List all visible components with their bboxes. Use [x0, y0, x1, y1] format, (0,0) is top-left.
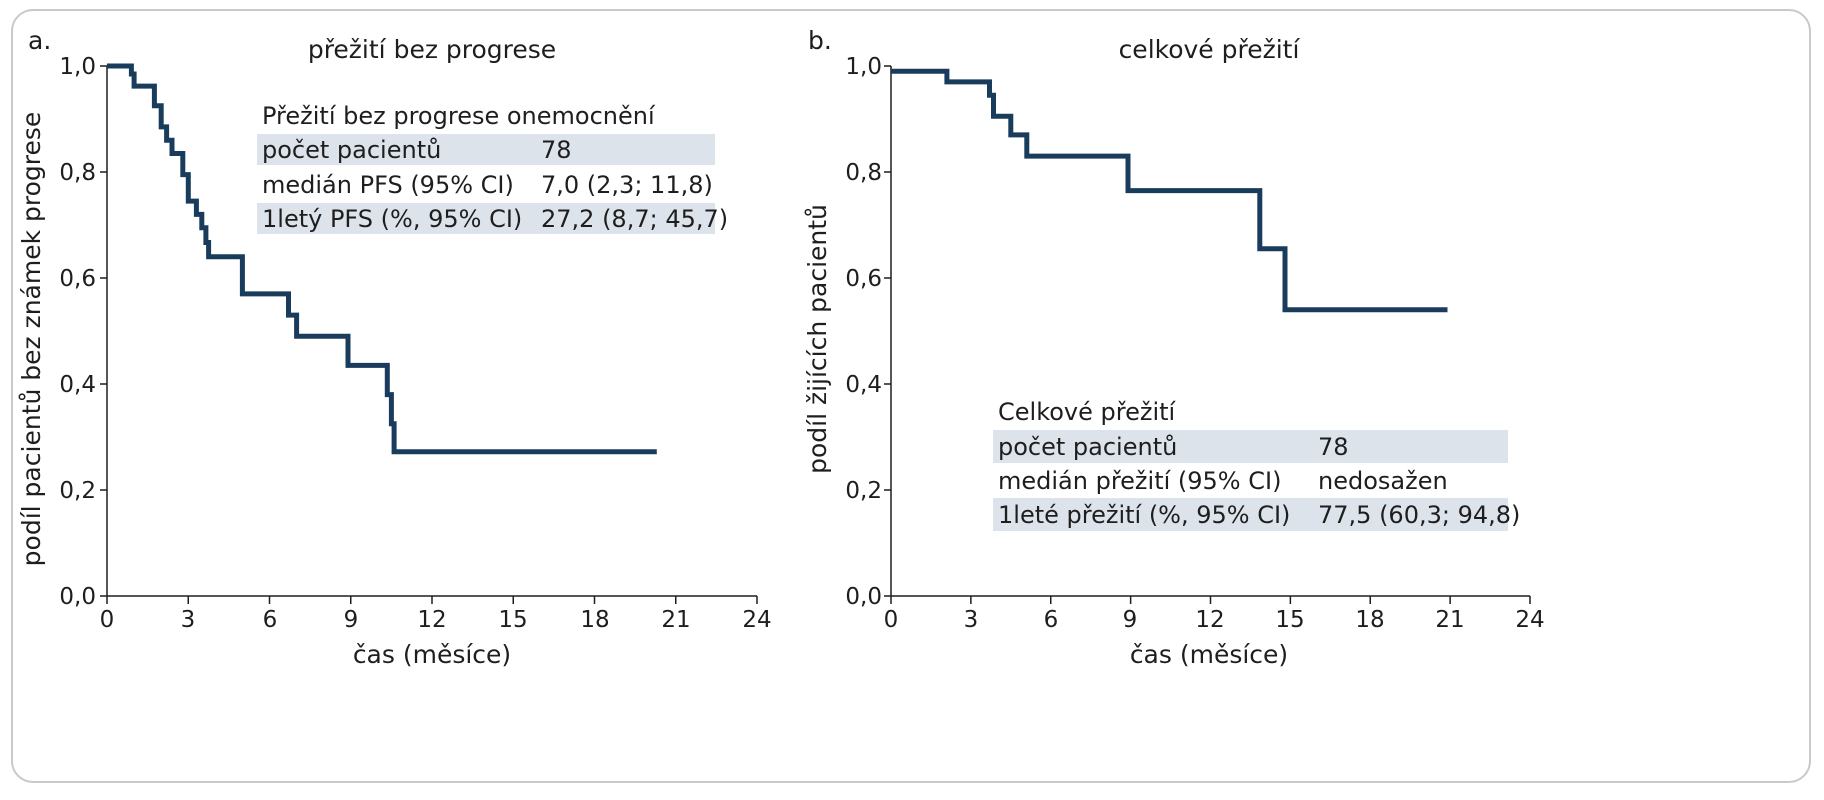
table-row-value: 27,2 (8,7; 45,7)	[541, 205, 728, 233]
y-tick-label: 1,0	[59, 54, 96, 80]
y-tick-label: 0,4	[845, 372, 882, 398]
table-row-label: 1leté přežití (%, 95% CI)	[998, 501, 1290, 529]
x-tick-label: 12	[417, 607, 446, 633]
table-header: Přežití bez progrese onemocnění	[262, 102, 656, 130]
table-row-shade	[993, 430, 1508, 463]
table-row-value: 7,0 (2,3; 11,8)	[541, 171, 713, 199]
x-tick-labels: 0 3 6 9 12 15 18 21 24	[100, 607, 772, 633]
y-tick-label: 1,0	[845, 54, 882, 80]
table-row-label: počet pacientů	[998, 433, 1177, 461]
table-row-value: nedosažen	[1318, 467, 1448, 495]
x-tick-label: 6	[1044, 607, 1059, 633]
x-tick-label: 9	[1123, 607, 1138, 633]
x-tick-labels: 0 3 6 9 12 15 18 21 24	[884, 607, 1545, 633]
y-tick-label: 0,2	[845, 478, 882, 504]
table-row-label: medián přežití (95% CI)	[998, 467, 1281, 495]
x-tick-label: 0	[100, 607, 115, 633]
y-tick-labels: 0,0 0,2 0,4 0,6 0,8 1,0	[845, 54, 882, 610]
table-row-label: medián PFS (95% CI)	[262, 171, 514, 199]
tick-group	[884, 65, 1531, 604]
panel-a: a. přežití bez progrese podíl pacientů b…	[17, 26, 772, 669]
chart-title: přežití bez progrese	[308, 35, 556, 64]
survival-curve-pfs	[107, 63, 657, 455]
y-tick-label: 0,6	[59, 266, 96, 292]
y-tick-labels: 0,0 0,2 0,4 0,6 0,8 1,0	[59, 54, 96, 610]
table-header: Celkové přežití	[998, 398, 1177, 426]
table-row-label: počet pacientů	[262, 136, 441, 164]
table-row-shade	[993, 498, 1508, 531]
x-tick-label: 3	[181, 607, 196, 633]
chart-title: celkové přežití	[1119, 35, 1301, 64]
y-tick-label: 0,0	[59, 584, 96, 610]
x-tick-label: 3	[964, 607, 979, 633]
table-row-label: 1letý PFS (%, 95% CI)	[262, 205, 522, 233]
table-row-shade	[257, 203, 715, 234]
x-tick-label: 15	[1275, 607, 1304, 633]
panel-label: a.	[28, 26, 51, 55]
table-row-value: 78	[541, 136, 572, 164]
y-tick-label: 0,6	[845, 266, 882, 292]
x-tick-label: 12	[1195, 607, 1224, 633]
y-tick-label: 0,4	[59, 372, 96, 398]
table-row-shade	[257, 134, 715, 165]
x-axis-title: čas (měsíce)	[353, 640, 511, 669]
panel-label: b.	[808, 26, 832, 55]
survival-curve-os	[891, 68, 1448, 313]
x-tick-label: 18	[580, 607, 609, 633]
table-row-value: 77,5 (60,3; 94,8)	[1318, 501, 1520, 529]
y-axis-title: podíl žijících pacientů	[803, 204, 832, 474]
y-axis-title: podíl pacientů bez známek progrese	[17, 112, 46, 567]
panel-b: b. celkové přežití podíl žijících pacien…	[803, 26, 1545, 669]
stats-table-os: Celkové přežití počet pacientů 78 medián…	[993, 398, 1520, 531]
tick-group	[100, 65, 758, 604]
x-tick-label: 9	[344, 607, 359, 633]
y-tick-label: 0,8	[845, 160, 882, 186]
y-tick-label: 0,8	[59, 160, 96, 186]
y-tick-label: 0,0	[845, 584, 882, 610]
x-tick-label: 21	[1435, 607, 1464, 633]
x-tick-label: 15	[498, 607, 527, 633]
figure-frame	[11, 9, 1811, 783]
x-tick-label: 18	[1355, 607, 1384, 633]
x-tick-label: 0	[884, 607, 899, 633]
x-tick-label: 6	[263, 607, 278, 633]
x-axis-title: čas (měsíce)	[1130, 640, 1288, 669]
x-tick-label: 21	[661, 607, 690, 633]
stats-table-pfs: Přežití bez progrese onemocnění počet pa…	[257, 102, 728, 234]
y-tick-label: 0,2	[59, 478, 96, 504]
table-row-value: 78	[1318, 433, 1349, 461]
x-tick-label: 24	[742, 607, 771, 633]
x-tick-label: 24	[1515, 607, 1544, 633]
